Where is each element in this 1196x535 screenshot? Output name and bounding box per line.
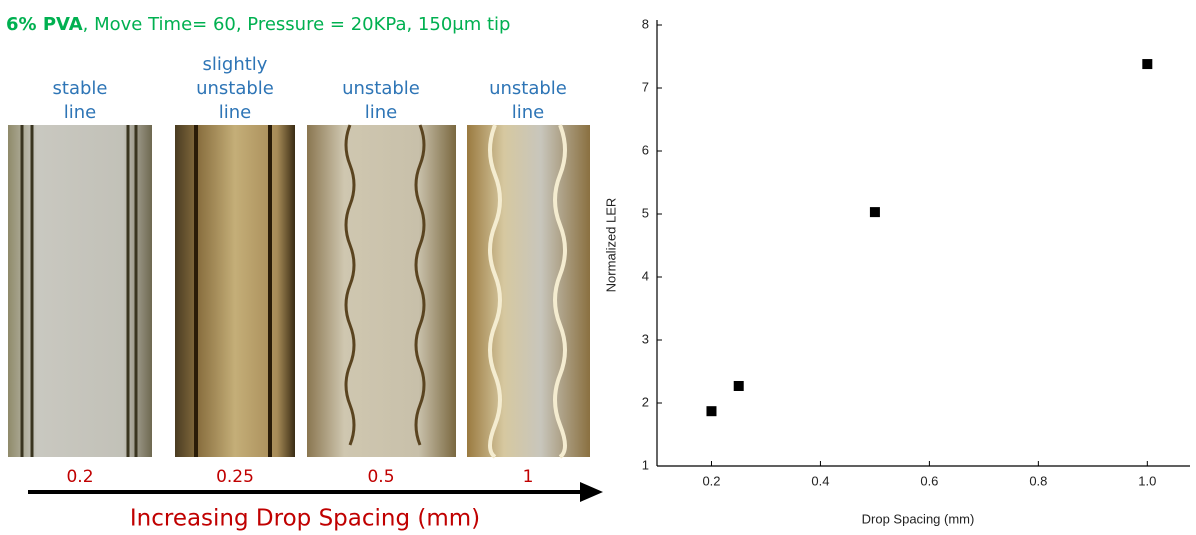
micrograph	[8, 125, 152, 457]
title-bold: 6% PVA	[6, 14, 83, 35]
point	[869, 207, 880, 218]
micrograph	[467, 125, 590, 457]
panel-label: unstable	[489, 78, 567, 99]
point	[733, 380, 744, 391]
y-tick-label: 7	[642, 79, 649, 94]
point	[1142, 59, 1153, 70]
micrograph	[175, 125, 295, 457]
y-axis-label: Normalized LER	[603, 198, 618, 293]
panel-label: line	[64, 102, 96, 123]
panel-label: unstable	[342, 78, 420, 99]
x-tick-label: 0.6	[920, 473, 938, 488]
y-tick-label: 1	[642, 457, 649, 472]
micrographs	[8, 124, 590, 459]
y-tick-label: 6	[642, 142, 649, 157]
spacing-label: 0.25	[216, 467, 254, 487]
x-tick-label: 0.2	[702, 473, 720, 488]
x-tick-label: 0.4	[811, 473, 829, 488]
panel-label: line	[365, 102, 397, 123]
panel-label: stable	[53, 78, 108, 99]
panel-label: unstable	[196, 78, 274, 99]
y-tick-label: 8	[642, 16, 649, 31]
x-tick-label: 0.8	[1029, 473, 1047, 488]
point	[706, 406, 717, 417]
panel-label: slightly	[203, 54, 268, 75]
spacing-label: 0.2	[66, 467, 93, 487]
micrograph	[307, 125, 456, 457]
x-tick-label: 1.0	[1138, 473, 1156, 488]
header-title: 6% PVA, Move Time= 60, Pressure = 20KPa,…	[6, 14, 510, 35]
x-axis-label: Drop Spacing (mm)	[862, 511, 975, 526]
arrow-label: Increasing Drop Spacing (mm)	[130, 506, 480, 532]
panel-label: line	[512, 102, 544, 123]
y-tick-label: 2	[642, 394, 649, 409]
y-tick-label: 5	[642, 205, 649, 220]
y-tick-label: 4	[642, 268, 649, 283]
panel-label: line	[219, 102, 251, 123]
title-rest: , Move Time= 60, Pressure = 20KPa, 150μm…	[83, 14, 511, 35]
y-tick-label: 3	[642, 331, 649, 346]
spacing-label: 0.5	[367, 467, 394, 487]
spacing-label: 1	[523, 467, 534, 487]
arrow-head	[580, 482, 603, 502]
